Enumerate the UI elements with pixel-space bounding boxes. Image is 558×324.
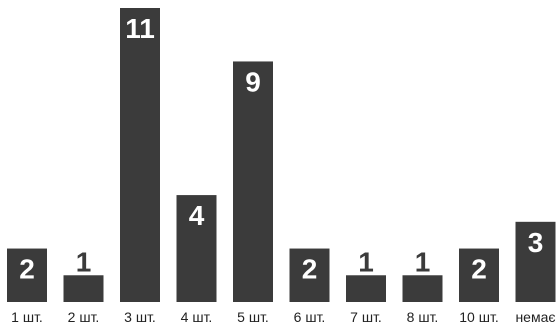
bar-4 bbox=[176, 195, 217, 302]
bar-7 bbox=[346, 275, 386, 302]
value-label-10: 3 bbox=[528, 227, 544, 258]
value-label-7: 1 bbox=[358, 246, 374, 277]
bar-2 bbox=[63, 275, 104, 302]
value-label-1: 2 bbox=[19, 254, 35, 285]
category-label-3: 3 шт. bbox=[124, 309, 156, 324]
bar-8 bbox=[402, 275, 443, 302]
bar-1 bbox=[7, 248, 47, 302]
value-label-5: 9 bbox=[245, 66, 261, 97]
category-label-4: 4 шт. bbox=[181, 309, 213, 324]
category-label-6: 6 шт. bbox=[294, 309, 326, 324]
value-label-8: 1 bbox=[415, 246, 431, 277]
category-label-7: 7 шт. bbox=[350, 309, 382, 324]
category-label-1: 1 шт. bbox=[11, 309, 43, 324]
bar-3 bbox=[120, 8, 160, 302]
bar-9 bbox=[459, 248, 499, 302]
bar-10 bbox=[515, 221, 556, 302]
value-label-3: 11 bbox=[125, 13, 155, 44]
value-label-6: 2 bbox=[302, 254, 318, 285]
category-label-9: 10 шт. bbox=[459, 309, 498, 324]
value-label-4: 4 bbox=[189, 200, 205, 231]
value-label-9: 2 bbox=[471, 254, 487, 285]
category-label-10: немає bbox=[515, 309, 555, 324]
value-label-2: 1 bbox=[76, 246, 92, 277]
category-label-8: 8 шт. bbox=[407, 309, 439, 324]
bar-6 bbox=[289, 248, 330, 302]
category-label-2: 2 шт. bbox=[68, 309, 100, 324]
category-label-5: 5 шт. bbox=[237, 309, 269, 324]
bar-5 bbox=[233, 61, 273, 302]
